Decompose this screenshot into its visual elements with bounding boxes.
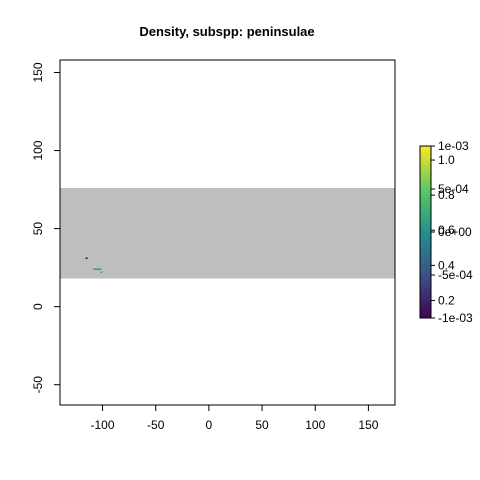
legend-color-bar: [419, 145, 432, 319]
x-tick-label-2: 0: [206, 418, 213, 432]
x-tick-label-1: -50: [147, 418, 165, 432]
y-tick-label-2: 50: [31, 222, 45, 236]
x-tick-label-4: 100: [305, 418, 325, 432]
y-tick-label-0: -50: [31, 376, 45, 394]
legend-primary-label-0: 1e-03: [438, 139, 469, 153]
legend-secondary-label-4: 0.2: [438, 293, 455, 307]
x-tick-label-3: 50: [255, 418, 269, 432]
y-tick-label-4: 150: [31, 62, 45, 82]
legend-secondary-label-2: 0.6: [438, 223, 455, 237]
y-tick-label-3: 100: [31, 140, 45, 160]
legend-ticks-primary: 1e-03 5e-04 0e+00 -5e-04 -1e-03: [431, 139, 473, 325]
color-legend: 1e-03 5e-04 0e+00 -5e-04 -1e-03 1.0 0.8 0.6 0.4…: [419, 139, 473, 325]
legend-primary-label-2: 0e+00: [438, 225, 472, 239]
chart-title: Density, subspp: peninsulae: [139, 24, 314, 39]
y-tick-label-1: 0: [31, 303, 45, 310]
legend-secondary-label-3: 0.4: [438, 258, 455, 272]
legend-secondary-label-0: 1.0: [438, 153, 455, 167]
legend-secondary-label-1: 0.8: [438, 188, 455, 202]
density-marks: [85, 257, 103, 274]
x-tick-label-5: 150: [358, 418, 378, 432]
raster-layer: [60, 188, 395, 279]
x-tick-label-0: -100: [91, 418, 115, 432]
raster-band: [60, 188, 395, 279]
y-axis: -50 0 50 100 150: [31, 62, 61, 394]
legend-primary-label-3: -5e-04: [438, 268, 473, 282]
legend-ticks-secondary: 1.0 0.8 0.6 0.4 0.2: [431, 153, 455, 307]
x-axis: -100 -50 0 50 100 150: [91, 404, 379, 432]
legend-primary-label-1: 5e-04: [438, 182, 469, 196]
legend-primary-label-4: -1e-03: [438, 311, 473, 325]
